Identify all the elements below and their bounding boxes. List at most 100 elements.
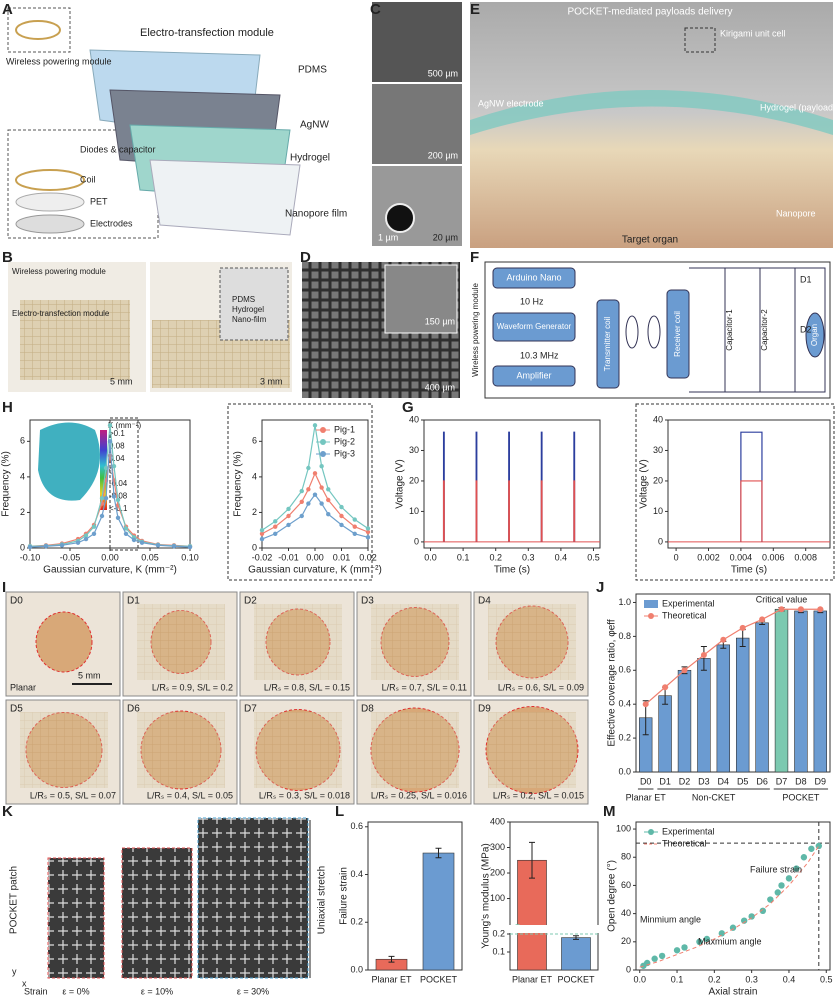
- label: Coil: [80, 174, 96, 184]
- point: [312, 423, 318, 428]
- y-tick-label: 0: [20, 542, 25, 552]
- point: [778, 606, 785, 613]
- legend-marker: [320, 427, 326, 433]
- point: [312, 492, 318, 497]
- error-bar: [529, 841, 535, 879]
- x-tick-label: 0.0: [424, 552, 437, 562]
- point: [352, 517, 357, 522]
- label: Target organ: [622, 235, 678, 246]
- plot-frame: [667, 419, 831, 549]
- x-axis-label: Time (s): [731, 565, 767, 576]
- legend-marker: [320, 451, 326, 457]
- point: [642, 701, 649, 708]
- label: D1: [127, 596, 140, 607]
- x-tick-label: -0.05: [60, 552, 81, 562]
- label: L/Rₛ = 0.6, S/L = 0.09: [498, 682, 584, 692]
- label: Transmitter coil: [603, 317, 612, 372]
- label: D8: [361, 704, 374, 715]
- pulse: [740, 431, 763, 542]
- point: [658, 952, 666, 960]
- x-tick-label: 0.0: [633, 974, 646, 984]
- point: [797, 606, 804, 613]
- label: L/Rₛ = 0.4, S/L = 0.05: [147, 790, 233, 800]
- point: [83, 536, 89, 542]
- label: -0.04: [109, 479, 128, 488]
- label: y: [12, 966, 17, 976]
- panel-letter: E: [470, 1, 480, 18]
- label: 20 µm: [433, 232, 458, 242]
- y-axis-label: Frequency (%): [233, 451, 244, 517]
- annotation: Maxmium angle: [698, 936, 762, 946]
- point: [111, 494, 117, 499]
- point: [339, 504, 344, 510]
- x-tick-label: 0.3: [745, 974, 758, 984]
- point: [365, 529, 371, 535]
- y-tick-label: 10: [653, 506, 663, 516]
- pulse: [442, 480, 445, 542]
- panel-letter: F: [470, 249, 479, 266]
- error-bar: [435, 847, 442, 859]
- patch: [488, 604, 576, 680]
- label: 150 µm: [425, 316, 455, 326]
- bar: [677, 669, 692, 773]
- x-tick-label: D9: [815, 776, 827, 786]
- label: x: [22, 978, 27, 988]
- point: [273, 519, 278, 524]
- label: L/Rₛ = 0.2, S/L = 0.015: [493, 790, 584, 800]
- legend-label: Theoretical: [662, 610, 707, 620]
- label: PDMS: [232, 295, 255, 304]
- bar: [813, 610, 828, 773]
- label: D4: [478, 596, 491, 607]
- y-tick-label: 300: [490, 842, 505, 852]
- label: Arduino Nano: [506, 272, 561, 282]
- plot-frame: [367, 821, 463, 971]
- label: Capacitor-1: [725, 309, 734, 351]
- panel-c-art: [372, 2, 462, 246]
- point: [662, 684, 669, 691]
- label: 10 Hz: [520, 296, 544, 306]
- point: [299, 488, 304, 494]
- x-tick-label: 0.006: [762, 552, 785, 562]
- y-tick-label: 80: [621, 852, 631, 862]
- point: [673, 947, 681, 954]
- point: [767, 896, 774, 903]
- series-line: [261, 471, 369, 535]
- bar: [658, 695, 672, 773]
- y-axis-label: Young's modulus (MPa): [481, 843, 492, 948]
- bar: [755, 622, 769, 773]
- point: [306, 487, 311, 492]
- point: [123, 526, 129, 531]
- y-tick-label: 60: [621, 880, 631, 890]
- label: D2: [244, 596, 257, 607]
- panel-b-art: [8, 262, 292, 392]
- legend-label: Experimental: [662, 826, 715, 836]
- point: [352, 524, 357, 529]
- panel-letter: J: [596, 579, 604, 596]
- point: [103, 465, 109, 471]
- x-axis-label: Time (s): [494, 565, 530, 576]
- patch: [20, 712, 108, 788]
- point: [75, 540, 81, 545]
- point: [696, 938, 703, 946]
- x-tick-label: 0.4: [783, 974, 796, 984]
- label: 0: [109, 467, 114, 476]
- x-tick-label: D5: [737, 776, 749, 786]
- y-tick-label: 400: [490, 816, 505, 826]
- legend-swatch: [644, 600, 658, 608]
- y-tick-label: 0: [252, 542, 257, 552]
- x-tick-label: -0.02: [252, 552, 273, 562]
- error-bar: [573, 935, 579, 940]
- y-tick-label: 20: [621, 936, 631, 946]
- legend-label: Pig-1: [334, 424, 355, 434]
- y-tick-label: 0.4: [350, 869, 363, 879]
- x-tick-label: D1: [659, 776, 671, 786]
- patch: [254, 712, 342, 788]
- x-axis-label: Gaussian curvature, K (mm⁻²): [43, 565, 177, 576]
- point: [793, 865, 800, 872]
- label: L/Rₛ = 0.3, S/L = 0.018: [259, 790, 350, 800]
- label: Wireless powering module: [12, 267, 106, 276]
- point: [700, 652, 707, 659]
- x-tick-label: 0.3: [522, 552, 535, 562]
- label: Electrodes: [90, 218, 133, 228]
- point: [759, 616, 766, 623]
